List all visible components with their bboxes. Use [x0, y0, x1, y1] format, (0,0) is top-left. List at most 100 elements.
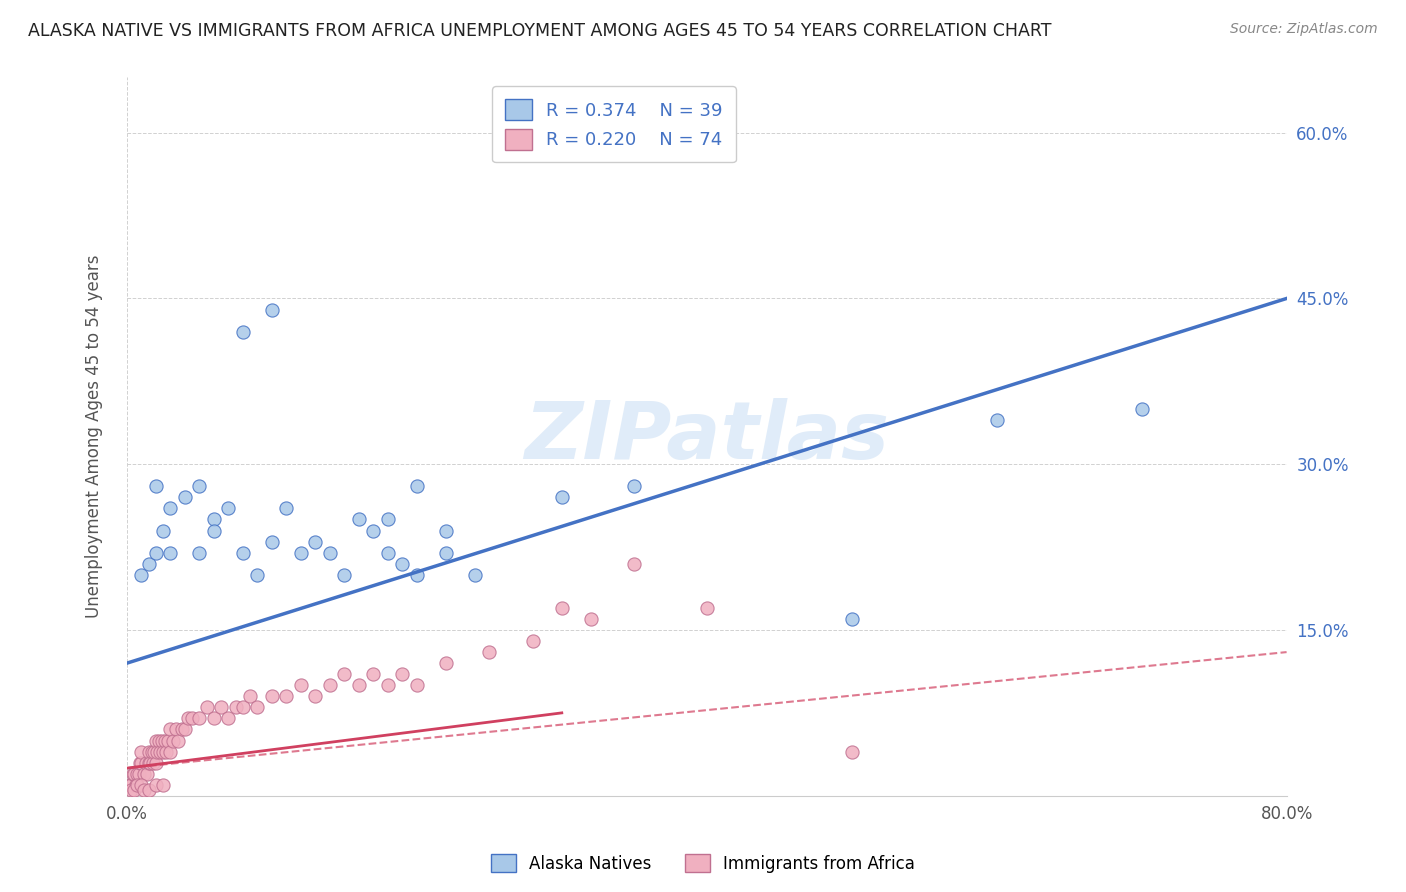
Point — [128, 766, 150, 780]
Point — [347, 678, 370, 692]
Point — [232, 700, 254, 714]
Point — [202, 711, 225, 725]
Point — [156, 733, 179, 747]
Point — [145, 479, 167, 493]
Point — [145, 546, 167, 560]
Point — [145, 733, 167, 747]
Point — [138, 745, 160, 759]
Point — [319, 678, 342, 692]
Point — [333, 667, 356, 681]
Point — [260, 690, 283, 704]
Point — [478, 645, 501, 659]
Point — [170, 723, 193, 737]
Point — [152, 778, 174, 792]
Point — [304, 690, 326, 704]
Point — [195, 700, 218, 714]
Point — [405, 678, 427, 692]
Point — [347, 512, 370, 526]
Point — [134, 783, 156, 797]
Point — [131, 756, 153, 770]
Point — [260, 534, 283, 549]
Point — [129, 756, 152, 770]
Point — [141, 745, 163, 759]
Point — [145, 756, 167, 770]
Point — [121, 766, 143, 780]
Point — [202, 512, 225, 526]
Point — [139, 756, 162, 770]
Point — [142, 756, 165, 770]
Point — [276, 501, 298, 516]
Point — [148, 733, 170, 747]
Point — [120, 778, 142, 792]
Point — [363, 667, 385, 681]
Point — [138, 557, 160, 571]
Point — [149, 745, 172, 759]
Point — [551, 600, 574, 615]
Point — [290, 678, 312, 692]
Point — [209, 700, 232, 714]
Point — [377, 512, 399, 526]
Point — [217, 501, 239, 516]
Point — [122, 766, 145, 780]
Point — [155, 745, 177, 759]
Point — [377, 678, 399, 692]
Point — [434, 524, 457, 538]
Point — [146, 745, 169, 759]
Point — [623, 557, 645, 571]
Text: ALASKA NATIVE VS IMMIGRANTS FROM AFRICA UNEMPLOYMENT AMONG AGES 45 TO 54 YEARS C: ALASKA NATIVE VS IMMIGRANTS FROM AFRICA … — [28, 22, 1052, 40]
Point — [232, 325, 254, 339]
Text: Source: ZipAtlas.com: Source: ZipAtlas.com — [1230, 22, 1378, 37]
Point — [304, 534, 326, 549]
Point — [152, 745, 174, 759]
Point — [159, 723, 181, 737]
Point — [134, 766, 156, 780]
Point — [579, 612, 602, 626]
Point — [319, 546, 342, 560]
Text: ZIPatlas: ZIPatlas — [524, 398, 889, 475]
Point — [159, 501, 181, 516]
Point — [405, 479, 427, 493]
Point — [696, 600, 718, 615]
Point — [333, 567, 356, 582]
Point — [202, 524, 225, 538]
Point — [136, 766, 159, 780]
Point — [150, 733, 173, 747]
Point — [434, 546, 457, 560]
Y-axis label: Unemployment Among Ages 45 to 54 years: Unemployment Among Ages 45 to 54 years — [86, 255, 103, 618]
Point — [623, 479, 645, 493]
Point — [138, 756, 160, 770]
Point — [118, 778, 141, 792]
Point — [145, 778, 167, 792]
Point — [188, 479, 211, 493]
Point — [124, 778, 146, 792]
Point — [143, 745, 166, 759]
Point — [276, 690, 298, 704]
Point — [159, 546, 181, 560]
Point — [181, 711, 204, 725]
Point — [508, 103, 530, 118]
Point — [188, 546, 211, 560]
Point — [131, 778, 153, 792]
Point — [239, 690, 262, 704]
Point — [138, 783, 160, 797]
Point — [391, 557, 413, 571]
Point — [522, 634, 544, 648]
Point — [841, 745, 863, 759]
Point — [131, 567, 153, 582]
Point — [1130, 401, 1153, 416]
Point — [174, 491, 197, 505]
Point — [391, 667, 413, 681]
Point — [152, 524, 174, 538]
Point — [405, 567, 427, 582]
Point — [551, 491, 574, 505]
Point — [177, 711, 200, 725]
Point — [188, 711, 211, 725]
Point — [125, 778, 148, 792]
Point — [232, 546, 254, 560]
Point — [159, 745, 181, 759]
Point — [841, 612, 863, 626]
Point — [225, 700, 247, 714]
Point — [290, 546, 312, 560]
Point — [135, 756, 157, 770]
Point — [246, 567, 269, 582]
